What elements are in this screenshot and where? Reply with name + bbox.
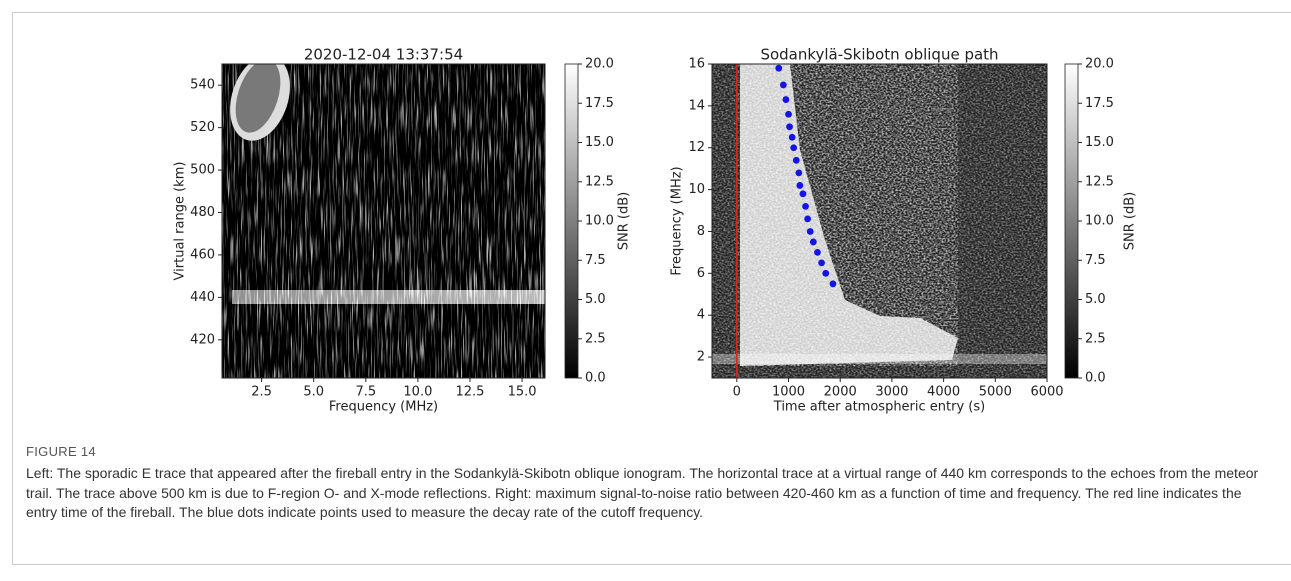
- y-tick-label: 10: [688, 182, 705, 197]
- y-tick-label: 8: [697, 224, 705, 239]
- colorbar-tick-label: 10.0: [585, 214, 614, 229]
- colorbar-tick-label: 5.0: [1085, 292, 1106, 307]
- scatter-point: [829, 280, 837, 288]
- heatmap-image: [712, 64, 1047, 378]
- scatter-point: [818, 259, 825, 267]
- y-axis-label: Virtual range (km): [173, 162, 188, 281]
- x-tick-label: 5000: [979, 385, 1012, 400]
- scatter-point: [806, 228, 814, 235]
- colorbar-label: SNR (dB): [1123, 192, 1138, 250]
- figure-frame: [12, 12, 1291, 565]
- y-tick-label: 6: [697, 266, 705, 281]
- scatter-point: [822, 269, 830, 277]
- scatter-point: [788, 133, 796, 141]
- colorbar-tick-label: 2.5: [1085, 331, 1106, 346]
- chart-title: Sodankylä-Skibotn oblique path: [760, 46, 998, 64]
- colorbar-tick-label: 15.0: [585, 135, 614, 150]
- colorbar-tick-label: 5.0: [585, 292, 606, 307]
- axes-frame: [221, 63, 546, 379]
- x-tick-label: 3000: [875, 385, 908, 400]
- x-tick-label: 5.0: [303, 385, 324, 400]
- y-tick-label: 2: [697, 350, 705, 365]
- y-tick-label: 14: [688, 98, 705, 113]
- colorbar-label: SNR (dB): [617, 192, 632, 250]
- x-tick-label: 1000: [772, 385, 805, 400]
- x-axis-label: Time after atmospheric entry (s): [773, 400, 985, 415]
- x-tick-label: 10.0: [403, 385, 432, 400]
- colorbar-tick-label: 17.5: [585, 96, 614, 111]
- colorbar-tick-label: 0.0: [585, 371, 606, 386]
- scatter-point: [782, 96, 790, 103]
- scatter-point: [804, 215, 812, 223]
- y-tick-label: 12: [688, 140, 705, 155]
- x-tick-label: 2.5: [251, 385, 272, 400]
- y-tick-label: 520: [190, 120, 215, 135]
- colorbar-tick-label: 17.5: [1085, 96, 1114, 111]
- x-tick-label: 7.5: [355, 385, 376, 400]
- y-tick-label: 420: [190, 332, 215, 347]
- scatter-point: [790, 144, 798, 152]
- y-tick-label: 4: [697, 308, 705, 323]
- x-tick-label: 15.0: [508, 385, 537, 400]
- caption-text: Left: The sporadic E trace that appeared…: [26, 465, 1259, 520]
- x-tick-label: 4000: [927, 385, 960, 400]
- y-tick-label: 460: [190, 247, 215, 262]
- figure: 2.5 5.0 7.5 10.0 12.5 15.04204404604805005205…: [173, 46, 1138, 415]
- chart-title: 2020-12-04 13:37:54: [304, 46, 463, 64]
- scatter-point: [799, 190, 807, 198]
- heatmap-image: [222, 64, 545, 378]
- y-tick-label: 16: [688, 57, 705, 72]
- colorbar-tick-label: 7.5: [585, 253, 606, 268]
- scatter-point: [802, 202, 809, 210]
- colorbar: [1064, 63, 1079, 379]
- colorbar-tick-label: 7.5: [1085, 253, 1106, 268]
- caption-label: FIGURE 14: [26, 444, 96, 459]
- scatter-point: [796, 182, 804, 189]
- colorbar-tick-label: 15.0: [1085, 135, 1114, 150]
- colorbar: [564, 63, 579, 379]
- colorbar-tick-label: 12.5: [585, 174, 614, 189]
- colorbar-tick-label: 2.5: [585, 331, 606, 346]
- scatter-point: [809, 238, 817, 246]
- y-tick-label: 500: [190, 163, 215, 178]
- colorbar-tick-label: 12.5: [1085, 174, 1114, 189]
- scatter-point: [779, 81, 787, 89]
- colorbar-tick-label: 0.0: [1085, 371, 1106, 386]
- x-axis-label: Frequency (MHz): [329, 400, 438, 415]
- axes-frame: [711, 63, 1048, 379]
- scatter-point: [792, 156, 800, 164]
- y-tick-label: 480: [190, 205, 215, 220]
- x-tick-label: 12.5: [456, 385, 485, 400]
- scatter-point: [775, 64, 783, 72]
- y-tick-label: 540: [190, 78, 215, 93]
- scatter-point: [795, 169, 803, 177]
- scatter-point: [785, 110, 792, 118]
- x-tick-label: 0: [733, 385, 741, 400]
- scatter-point: [786, 123, 793, 131]
- y-tick-label: 440: [190, 290, 215, 305]
- colorbar-tick-label: 20.0: [1085, 57, 1114, 72]
- colorbar-tick-label: 20.0: [585, 57, 614, 72]
- y-axis-label: Frequency (MHz): [670, 166, 685, 275]
- x-tick-label: 6000: [1030, 385, 1063, 400]
- colorbar-tick-label: 10.0: [1085, 214, 1114, 229]
- scatter-point: [814, 249, 821, 256]
- x-tick-label: 2000: [824, 385, 857, 400]
